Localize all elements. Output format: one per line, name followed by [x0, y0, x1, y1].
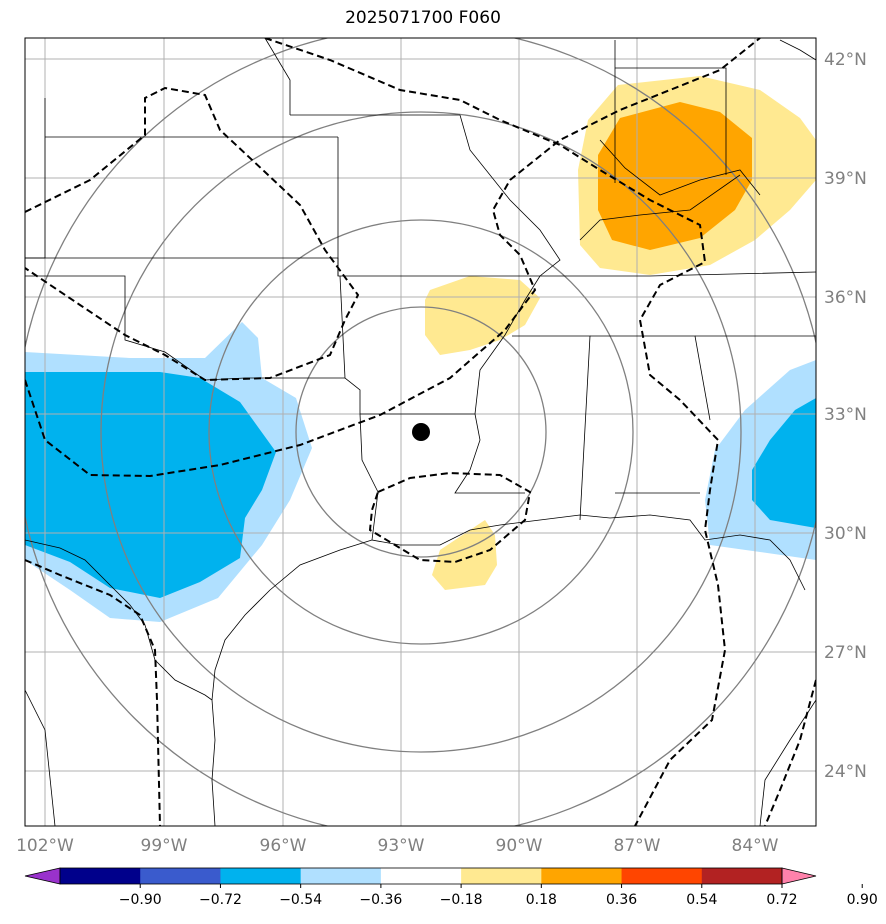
colorbar-tick-label: 0.18 — [526, 892, 557, 908]
map-frame — [24, 37, 817, 827]
colorbar-tick-label: 0.72 — [766, 892, 797, 908]
colorbar-segment — [380, 868, 462, 884]
lon-label: 96°W — [260, 836, 307, 856]
map-title: 2025071700 F060 — [345, 8, 501, 28]
colorbar-segment — [300, 868, 382, 884]
lat-label: 24°N — [824, 762, 867, 782]
colorbar-tick-label: −0.18 — [440, 892, 483, 908]
colorbar-segment — [60, 868, 141, 884]
colorbar-extend-low — [24, 867, 61, 885]
colorbar-extend-high — [781, 867, 817, 885]
lon-label: 84°W — [732, 836, 779, 856]
colorbar-tick-label: −0.36 — [359, 892, 402, 908]
colorbar-segment — [220, 868, 302, 884]
lon-label: 93°W — [378, 836, 425, 856]
range-rings — [25, 38, 816, 826]
colorbar-border — [59, 867, 783, 885]
colorbar-tick-label: 0.36 — [606, 892, 637, 908]
colorbar-tick-label: −0.72 — [199, 892, 242, 908]
colorbar-tick-label: 0.54 — [686, 892, 717, 908]
lon-label: 90°W — [496, 836, 543, 856]
lat-label: 30°N — [824, 524, 867, 544]
colorbar-segment — [541, 868, 623, 884]
colorbar-tick-label: 0.90 — [847, 892, 878, 908]
lon-label: 87°W — [614, 836, 661, 856]
center-marker — [412, 423, 430, 441]
colorbar-segment — [701, 868, 783, 884]
lat-label: 42°N — [824, 50, 867, 70]
negative-anomaly-east — [752, 398, 816, 528]
lat-label: 33°N — [824, 405, 867, 425]
dashed-contours — [25, 38, 816, 826]
map-area — [25, 38, 816, 826]
positive-anomaly-coast — [432, 520, 497, 590]
negative-anomaly-west — [25, 372, 276, 598]
colorbar: −0.90 −0.72 −0.54 −0.36 −0.18 0.18 0.36 0.54 0.7… — [24, 867, 878, 908]
lat-label: 39°N — [824, 169, 867, 189]
colorbar-tick-label: −0.90 — [119, 892, 162, 908]
colorbar-segment — [621, 868, 703, 884]
graticule — [25, 38, 816, 826]
longitude-labels: 102°W 99°W 96°W 93°W 90°W 87°W 84°W — [16, 836, 779, 856]
lat-label: 36°N — [824, 288, 867, 308]
latitude-labels: 42°N 39°N 36°N 33°N 30°N 27°N 24°N — [824, 50, 867, 782]
colorbar-segment — [140, 868, 221, 884]
lat-label: 27°N — [824, 643, 867, 663]
boundaries — [25, 38, 816, 826]
lon-label: 99°W — [141, 836, 188, 856]
lon-label: 102°W — [16, 836, 74, 856]
colorbar-tick-label: −0.54 — [279, 892, 322, 908]
positive-anomaly-central — [425, 276, 540, 355]
colorbar-segment — [461, 868, 542, 884]
